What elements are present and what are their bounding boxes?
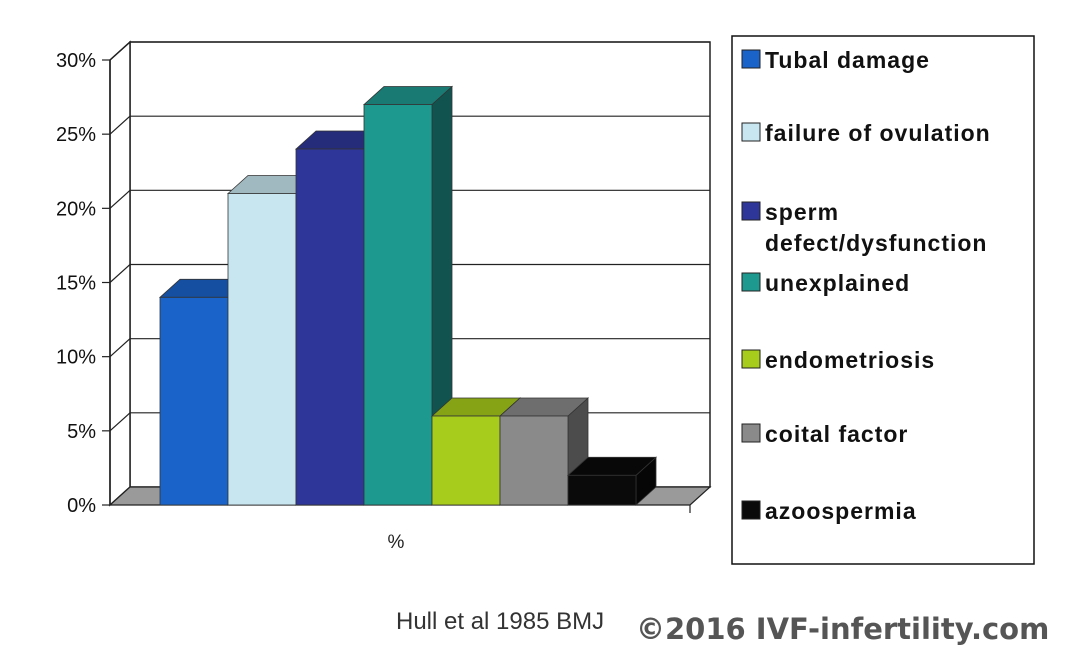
y-tick-label: 15%: [56, 273, 96, 295]
legend-label: failure of ovulation: [765, 120, 991, 146]
legend-item-failure-of-ovulation: failure of ovulation: [741, 120, 991, 146]
legend-swatch: [741, 122, 761, 142]
bar-front: [567, 474, 637, 506]
grid-line-side: [109, 115, 131, 135]
legend-box: [731, 35, 1035, 565]
legend-item-tubal-damage: Tubal damage: [741, 47, 930, 73]
bar-azoospermia: [566, 456, 658, 506]
copyright-watermark: ©2016 IVF-infertility.com: [636, 612, 1050, 646]
legend-swatch: [741, 349, 761, 369]
bar-unexplained: [362, 85, 454, 506]
bars: [158, 85, 658, 506]
grid-line-side: [109, 264, 131, 283]
y-axis-ticks: 0% 5% 10% 15% 20% 25% 30%: [56, 50, 111, 517]
legend-item-endometriosis: endometriosis: [741, 347, 935, 373]
legend-item-unexplained: unexplained: [741, 270, 910, 296]
legend-swatch: [741, 201, 761, 221]
legend-item-coital-factor: coital factor: [741, 421, 908, 447]
grid-line-side: [109, 338, 131, 358]
x-category-label: %: [388, 532, 405, 553]
y-tick-label: 20%: [56, 198, 96, 220]
y-tick-label: 30%: [56, 50, 96, 72]
legend-label: azoospermia: [765, 498, 917, 524]
bar-front: [499, 415, 569, 506]
grid-line-side: [109, 189, 131, 209]
legend-label: Tubal damage: [765, 47, 930, 73]
bar-front: [159, 296, 229, 506]
x-axis-categories: %: [388, 505, 691, 553]
legend-label: defect/dysfunction: [765, 230, 987, 256]
grid-line-side: [109, 412, 131, 432]
legend-item-azoospermia: azoospermia: [741, 498, 917, 524]
legend-swatch: [741, 272, 761, 292]
y-tick-label: 10%: [56, 347, 96, 369]
legend-swatch: [741, 500, 761, 520]
legend-label: sperm: [765, 199, 839, 225]
bar-front: [363, 104, 433, 506]
legend-item-sperm-defect-dysfunction: sperm defect/dysfunction: [741, 199, 987, 256]
bar-front: [227, 193, 297, 506]
legend-label: unexplained: [765, 270, 910, 296]
y-tick-label: 5%: [67, 421, 96, 443]
legend-swatch: [741, 49, 761, 69]
legend-swatch: [741, 423, 761, 443]
bar-front: [295, 148, 365, 506]
legend: Tubal damage failure of ovulation sperm def…: [731, 35, 1035, 565]
legend-label: coital factor: [765, 421, 908, 447]
y-tick-label: 0%: [67, 495, 96, 517]
grid-line-side: [109, 41, 131, 61]
legend-label: endometriosis: [765, 347, 935, 373]
bar-front: [431, 415, 501, 506]
source-caption: Hull et al 1985 BMJ: [396, 608, 605, 635]
y-tick-label: 25%: [56, 124, 96, 146]
